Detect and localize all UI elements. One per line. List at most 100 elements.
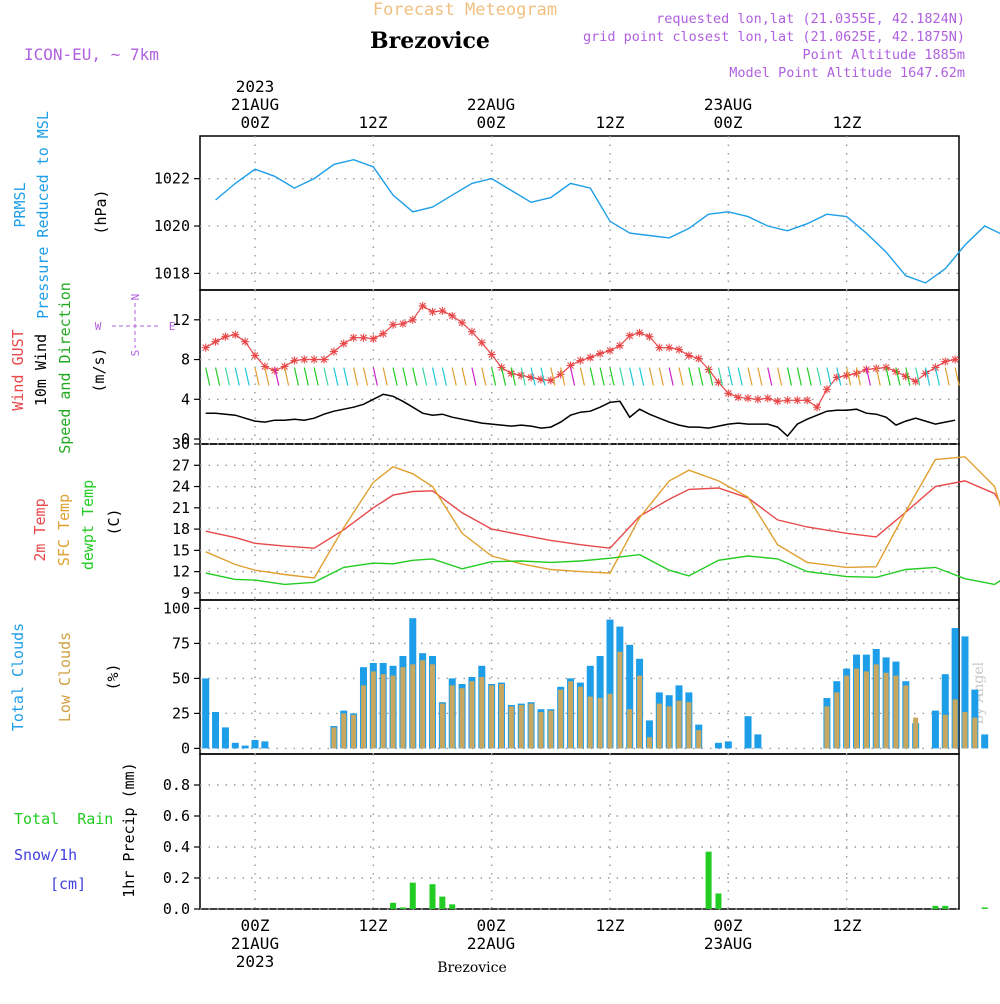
wind-arrow (737, 367, 743, 386)
bottom-date-1: 21AUG (231, 934, 279, 953)
temp-line-2 (205, 553, 1000, 586)
low-cloud-bar (903, 685, 909, 749)
total-cloud-bar (606, 619, 614, 749)
gust-marker (665, 343, 674, 352)
gust-marker (418, 301, 427, 310)
label-precip: 1hr Precip (mm) (120, 762, 138, 897)
low-cloud-bar (380, 674, 386, 749)
temp-ytick-label: 18 (172, 520, 190, 538)
low-cloud-bar (469, 681, 475, 749)
gust-marker (467, 327, 476, 336)
gust-marker (300, 355, 309, 364)
low-cloud-bar (834, 692, 840, 749)
gust-marker (911, 377, 920, 386)
label-wind-unit: (m/s) (90, 347, 108, 392)
wind-arrow (875, 367, 881, 386)
rain-bar (705, 851, 712, 909)
gust-marker (734, 393, 743, 402)
pressure-ytick-label: 1020 (154, 217, 190, 235)
wind-arrow (530, 367, 536, 386)
wind-ytick-label: 0 (181, 430, 190, 448)
label-10m-wind: 10m Wind (32, 334, 50, 406)
low-cloud-bar (686, 702, 692, 749)
wind-arrow (323, 367, 329, 386)
gust-marker (329, 347, 338, 356)
total-cloud-bar (645, 720, 653, 749)
precip-ytick-label: 0.2 (163, 869, 190, 887)
wind-arrow (560, 367, 566, 386)
wind-arrow (786, 367, 793, 386)
wind-arrow (461, 367, 467, 386)
gust-marker (270, 366, 279, 375)
wind-arrow (777, 367, 783, 386)
wind-arrow (589, 367, 595, 386)
low-cloud-bar (577, 686, 583, 749)
compass-south: S (129, 350, 142, 357)
gust-marker (251, 351, 259, 360)
total-cloud-bar (941, 674, 949, 749)
low-cloud-bar (824, 706, 830, 749)
gust-marker (635, 328, 644, 337)
wind-arrow (885, 367, 891, 386)
gust-marker (813, 403, 822, 412)
wind-arrow (362, 367, 369, 386)
gust-marker (921, 369, 930, 378)
wind-ytick-label: 8 (181, 351, 190, 369)
gust-marker (408, 315, 417, 324)
gust-marker (763, 394, 772, 403)
gust-marker (231, 330, 240, 339)
compass-west: W (95, 320, 102, 333)
gust-marker (822, 385, 831, 394)
wind-arrow (678, 367, 684, 386)
gust-marker (280, 362, 289, 371)
wind-arrow (451, 367, 457, 386)
gust-marker (832, 373, 841, 382)
total-cloud-bar (626, 644, 634, 749)
wind-arrow (757, 367, 763, 386)
low-cloud-bar (341, 713, 347, 749)
wind-arrow (412, 367, 418, 386)
top-hour-3: 00Z (477, 113, 506, 132)
gust-marker (379, 329, 388, 338)
total-cloud-bar (754, 734, 762, 749)
low-cloud-bar (854, 668, 860, 749)
wind-arrow (372, 367, 378, 386)
rain-bar (715, 893, 722, 909)
gust-marker (527, 373, 536, 382)
wind-arrow (944, 367, 950, 386)
wind-arrow (826, 367, 832, 386)
low-cloud-bar (676, 700, 682, 749)
low-cloud-bar (656, 703, 662, 749)
wind-arrow (688, 367, 694, 386)
low-cloud-bar (863, 671, 869, 749)
low-cloud-bar (568, 681, 574, 749)
gust-marker (438, 306, 447, 315)
low-cloud-bar (420, 660, 426, 749)
low-cloud-bar (528, 703, 534, 749)
gust-marker (645, 332, 654, 341)
low-cloud-bar (459, 688, 465, 749)
total-cloud-bar (241, 745, 249, 749)
pressure-ytick-label: 1022 (154, 170, 190, 188)
plot-layer: 1018102010220481291215182124273002550751… (154, 136, 1000, 918)
wind-arrow (717, 367, 724, 386)
total-cloud-bar (744, 716, 752, 749)
rain-bar (932, 905, 939, 909)
gust-marker (852, 369, 861, 378)
total-cloud-bar (931, 710, 939, 749)
low-cloud-bar (962, 712, 968, 749)
gust-marker (842, 371, 851, 380)
panel-precip-frame (199, 753, 960, 910)
precip-ytick-label: 0.8 (163, 776, 190, 794)
wind-ytick-label: 4 (181, 390, 190, 408)
low-cloud-bar (883, 672, 889, 749)
pressure-ytick-label: 1018 (154, 264, 190, 282)
wind-arrow (471, 367, 477, 386)
low-cloud-bar (873, 664, 879, 749)
label-dewpt-temp: dewpt Temp (79, 480, 97, 570)
label-clouds-unit: (%) (104, 663, 122, 690)
temp-ytick-label: 21 (172, 499, 190, 517)
gust-marker (625, 331, 634, 340)
low-cloud-bar (646, 737, 652, 749)
